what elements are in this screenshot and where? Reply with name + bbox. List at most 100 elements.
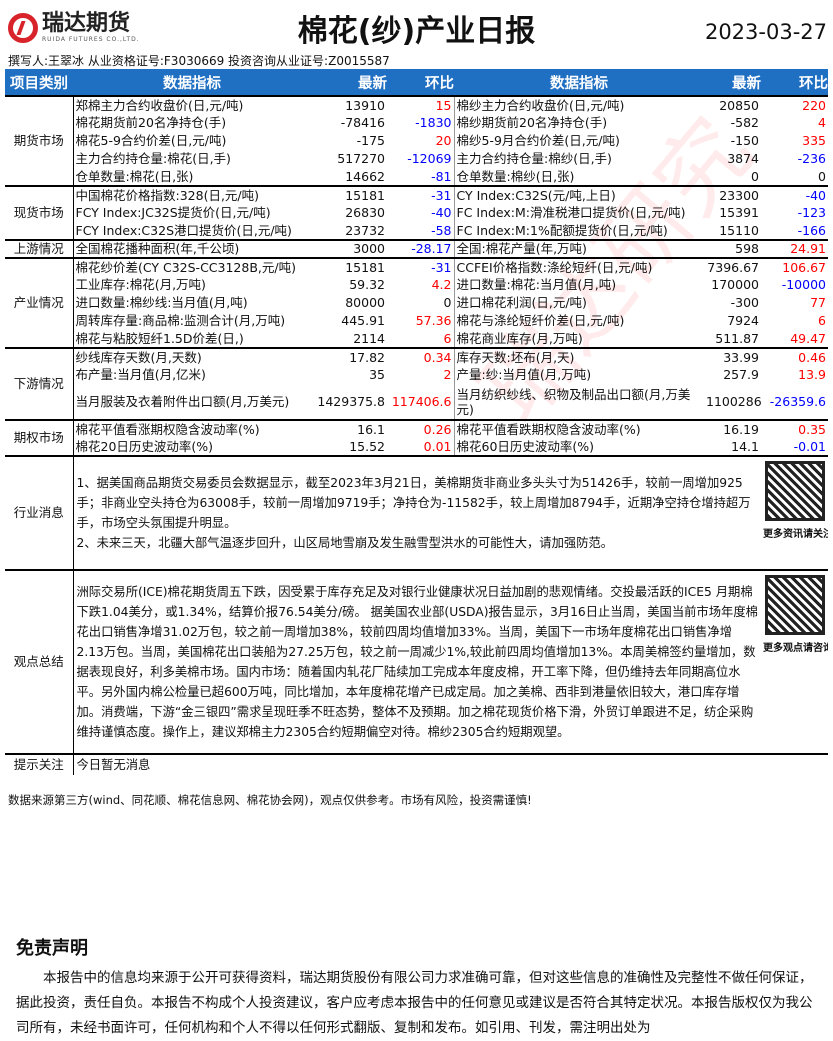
indicator-name: CCFEI价格指数:涤纶短纤(日,元/吨) [454, 257, 704, 276]
indicator-name: 仓单数量:棉花(日,张) [75, 168, 194, 184]
indicator-name: 布产量:当月值(月,亿米) [75, 367, 206, 382]
table-row: 主力合约持仓量:棉花(日,手) 517270 -12069 主力合约持仓量:棉纱(日,… [5, 150, 828, 168]
change-value: 4.2 [387, 276, 455, 294]
indicator-name: 棉花与涤纶短纤价差(日,元/吨) [456, 313, 625, 328]
table-row: FCY Index:JC32S提货价(日,元/吨) 26830 -40 FC Inde… [5, 204, 828, 222]
column-header: 项目类别 [5, 69, 73, 96]
indicator-name: 纱线库存天数(月,天数) [73, 347, 311, 366]
category-label: 现货市场 [5, 185, 74, 240]
disclaimer-text: 本报告中的信息均来源于公开可获得资料，瑞达期货股份有限公司力求准确可靠，但对这些… [16, 970, 813, 1036]
news-row: 行业消息 1、据美国商品期货交易委员会数据显示，截至2023年3月21日，美棉期货… [5, 455, 828, 570]
change-value: -166 [797, 222, 826, 238]
change-value: 0.46 [761, 347, 828, 366]
latest-value: 257.9 [723, 367, 759, 382]
change-value: -1830 [387, 114, 455, 132]
latest-value: -175 [356, 133, 385, 148]
change-value: 117406.6 [387, 384, 455, 420]
latest-value: 1100286.8 [706, 393, 761, 409]
indicator-name: 产量:纱:当月值(月,万吨) [456, 367, 592, 382]
category-label: 上游情况 [5, 239, 74, 258]
latest-value: 3000 [311, 239, 387, 258]
report-date: 2023-03-27 [704, 20, 827, 44]
category-label: 产业情况 [5, 257, 74, 348]
change-value: -31 [387, 257, 455, 276]
indicator-name: 棉花与粘胶短纤1.5D价差(日,) [75, 330, 244, 346]
latest-value: 14.1 [731, 438, 759, 454]
latest-value: 23300 [704, 185, 761, 204]
change-value: 6 [387, 330, 455, 348]
latest-value: 7396.67 [704, 257, 761, 276]
table-row: 上游情况 全国棉花播种面积(年,千公顷) 3000 -28.17 全国:棉花产量(年,万… [5, 239, 828, 258]
change-value: 0 [387, 294, 455, 312]
data-table: 项目类别 数据指标 最新 环比 数据指标 最新 环比 期货市场 郑棉主力合约收盘价(日,元/吨… [5, 69, 828, 775]
category-label: 提示关注 [5, 753, 74, 775]
column-header: 最新 [311, 69, 387, 96]
latest-value: 16.1 [311, 419, 387, 438]
view-row: 观点总结 洲际交易所(ICE)棉花期货周五下跌，因受累于库存充足及对银行业健康状况… [5, 569, 828, 754]
latest-value: 1429375.8 [317, 393, 385, 409]
latest-value: -300 [730, 295, 759, 310]
table-row: 期权市场 棉花平值看涨期权隐含波动率(%) 16.1 0.26 棉花平值看跌期权隐含波动… [5, 419, 828, 456]
latest-value: 13910 [311, 95, 387, 114]
indicator-name: 郑棉主力合约收盘价(日,元/吨) [73, 95, 311, 114]
change-value: 15 [387, 95, 455, 114]
category-label: 下游情况 [5, 347, 74, 420]
table-row: 仓单数量:棉花(日,张) 14662 -81 仓单数量:棉纱(日,张) 0 0 [5, 168, 828, 186]
latest-value: -150 [730, 133, 759, 148]
table-row: 当月服装及衣着附件出口额(月,万美元) 1429375.8 117406.6 当月纺织… [5, 384, 828, 420]
disclaimer-title: 免责声明 [16, 938, 88, 959]
table-row: 棉花20日历史波动率(%) 15.52 0.01 棉花60日历史波动率(%) 14.1 -… [5, 438, 828, 456]
change-value: -31 [387, 185, 455, 204]
change-value: -236 [797, 151, 826, 166]
indicator-name: 棉花20日历史波动率(%) [75, 438, 214, 454]
qr-code-icon[interactable] [764, 461, 825, 521]
indicator-name: FC Index:M:1%配额提货价(日,元/吨) [456, 222, 668, 238]
latest-value: 20850 [704, 95, 761, 114]
column-header: 最新 [704, 69, 761, 96]
author-line: 撰写人:王翠冰 从业资格证号:F3030669 投资咨询从业证号:Z001558… [8, 54, 390, 68]
indicator-name: 主力合约持仓量:棉花(日,手) [75, 151, 231, 166]
indicator-name: 棉花期货前20名净持仓(手) [75, 115, 227, 130]
column-header: 环比 [761, 69, 828, 96]
latest-value: 445.91 [341, 313, 385, 328]
latest-value: 15391 [719, 205, 759, 220]
table-row: 工业库存:棉花(月,万吨) 59.32 4.2 进口数量:棉花:当月值(月,吨) 170… [5, 276, 828, 294]
latest-value: 15.52 [349, 438, 385, 454]
change-value: 0 [818, 168, 826, 184]
category-label: 观点总结 [5, 569, 74, 754]
change-value: -28.17 [387, 239, 455, 258]
logo-icon [8, 12, 38, 43]
column-header: 数据指标 [73, 69, 311, 96]
table-row: 棉花期货前20名净持仓(手) -78416 -1830 棉纱期货前20名净持仓(手) -… [5, 114, 828, 132]
change-value: 0.35 [761, 419, 828, 438]
latest-value: 35 [369, 367, 385, 382]
indicator-name: 工业库存:棉花(月,万吨) [75, 277, 206, 292]
table-row: 棉花与粘胶短纤1.5D价差(日,) 2114 6 棉花商业库存(月,万吨) 511.87… [5, 330, 828, 348]
indicator-name: 库存天数:坯布(月,天) [454, 347, 704, 366]
latest-value: 80000 [345, 295, 385, 310]
indicator-name: 周转库存量:商品棉:监测合计(月,万吨) [75, 313, 286, 328]
indicator-name: 主力合约持仓量:棉纱(日,手) [456, 151, 612, 166]
qr-block: 更多观点请咨询! [761, 569, 828, 754]
logo-name: 瑞达期货 [42, 11, 131, 36]
change-value: 13.9 [798, 367, 826, 382]
latest-value: 16.19 [704, 419, 761, 438]
table-row: 下游情况 纱线库存天数(月,天数) 17.82 0.34 库存天数:坯布(月,天) 33.… [5, 347, 828, 420]
indicator-name: 棉纱5-9月合约价差(日,元/吨) [456, 133, 620, 148]
news-text: 1、据美国商品期货交易委员会数据显示，截至2023年3月21日，美棉期货非商业多… [73, 455, 761, 570]
latest-value: 598 [704, 239, 761, 258]
indicator-name: FCY Index:JC32S提货价(日,元/吨) [75, 205, 271, 220]
latest-value: 15110 [719, 222, 759, 238]
indicator-name: 棉花纱价差(CY C32S-CC3128B,元/吨) [73, 257, 311, 276]
change-value: 2 [387, 366, 455, 384]
table-row: 进口数量:棉纱线:当月值(月,吨) 80000 0 进口棉花利润(日,元/吨) -300… [5, 294, 828, 312]
indicator-name: 棉花商业库存(月,万吨) [456, 330, 583, 346]
change-value: 0.26 [387, 419, 455, 438]
qr-code-icon[interactable] [764, 575, 825, 635]
change-value: 6 [818, 313, 826, 328]
latest-value: 33.99 [704, 347, 761, 366]
indicator-name: 进口数量:棉纱线:当月值(月,吨) [75, 295, 248, 310]
column-header: 数据指标 [454, 69, 704, 96]
indicator-name: FC Index:M:滑准税港口提货价(日,元/吨) [456, 205, 686, 220]
change-value: 24.91 [761, 239, 828, 258]
